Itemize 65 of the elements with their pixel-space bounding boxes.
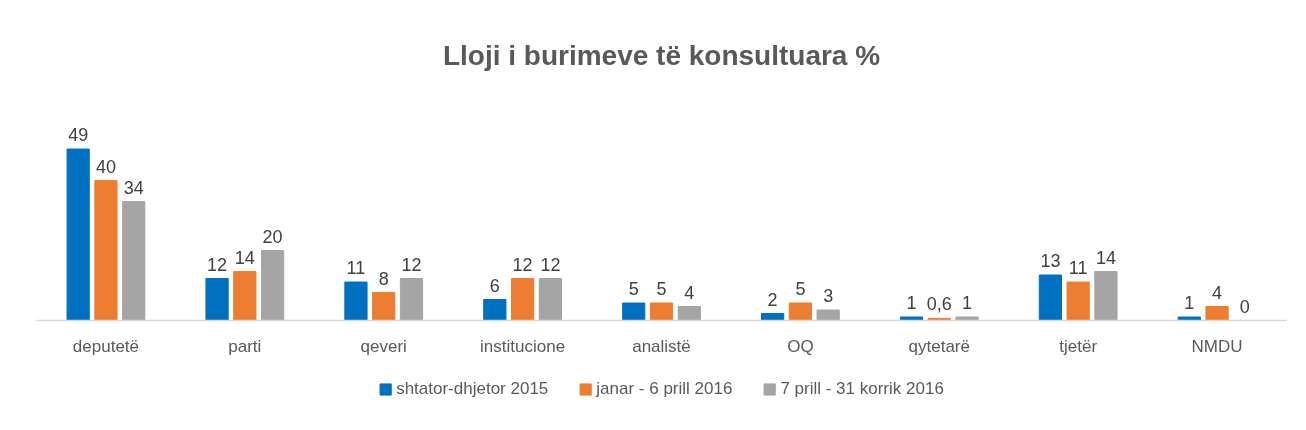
- bar: [205, 278, 229, 321]
- bar: [483, 299, 507, 321]
- legend-label: janar - 6 prill 2016: [596, 379, 733, 399]
- x-tick-label: parti: [228, 336, 262, 356]
- bar: [761, 313, 785, 321]
- bar: [233, 271, 257, 321]
- bar: [1177, 316, 1201, 321]
- x-tick-label: qeveri: [360, 336, 407, 356]
- legend-label: 7 prill - 31 korrik 2016: [780, 379, 944, 399]
- bar: [94, 180, 118, 321]
- x-tick-label: deputetë: [72, 336, 140, 356]
- data-label: 5: [628, 279, 639, 300]
- bar: [899, 316, 924, 321]
- bar: [538, 278, 562, 321]
- data-label: 12: [207, 254, 228, 275]
- data-label: 34: [123, 177, 144, 198]
- x-tick-label: tjetër: [1059, 336, 1098, 356]
- bar: [1094, 271, 1118, 321]
- x-tick-label: qytetarë: [908, 336, 970, 356]
- data-label: 14: [1095, 247, 1116, 268]
- data-label: 40: [95, 156, 116, 177]
- data-label: 6: [489, 275, 500, 296]
- data-label: 11: [346, 258, 366, 279]
- data-label: 14: [234, 247, 255, 268]
- data-label: 12: [512, 254, 533, 275]
- bar: [1066, 281, 1090, 321]
- bar: [622, 302, 646, 321]
- data-label: 12: [401, 254, 422, 275]
- bar: [788, 302, 812, 321]
- data-label: 5: [656, 279, 667, 300]
- bar: [511, 278, 535, 321]
- data-label: 1: [962, 293, 973, 313]
- bar: [816, 309, 840, 321]
- data-label: 0: [1239, 296, 1250, 317]
- data-label: 8: [378, 268, 389, 289]
- data-label: 1: [906, 293, 917, 313]
- x-tick-label: OQ: [787, 336, 814, 356]
- data-label: 3: [823, 286, 834, 306]
- data-label: 0,6: [926, 294, 952, 315]
- x-tick-label: institucione: [480, 336, 566, 356]
- bar: [955, 316, 979, 321]
- bar: [649, 302, 674, 321]
- bar: [399, 278, 424, 321]
- bar: [66, 148, 90, 321]
- data-label: 2: [767, 289, 778, 310]
- bar: [1205, 306, 1229, 321]
- data-label: 49: [68, 125, 89, 146]
- bar: [677, 306, 701, 321]
- data-label: 1: [1184, 293, 1195, 313]
- data-label: 5: [795, 279, 806, 300]
- data-label: 11: [1068, 258, 1088, 279]
- data-label: 20: [262, 226, 283, 247]
- bar: [344, 281, 368, 321]
- data-label: 4: [1212, 282, 1223, 303]
- bar: [261, 250, 285, 321]
- data-label: 13: [1040, 251, 1061, 272]
- data-label: 12: [540, 254, 561, 275]
- data-label: 4: [684, 282, 695, 303]
- bar: [1038, 274, 1062, 321]
- bar: [372, 292, 396, 321]
- x-tick-label: analistë: [632, 336, 691, 356]
- legend-label: shtator-dhjetor 2015: [396, 379, 549, 399]
- bar: [122, 201, 146, 321]
- chart-title: Lloji i burimeve të konsultuara %: [442, 39, 881, 71]
- x-tick-label: NMDU: [1191, 336, 1243, 356]
